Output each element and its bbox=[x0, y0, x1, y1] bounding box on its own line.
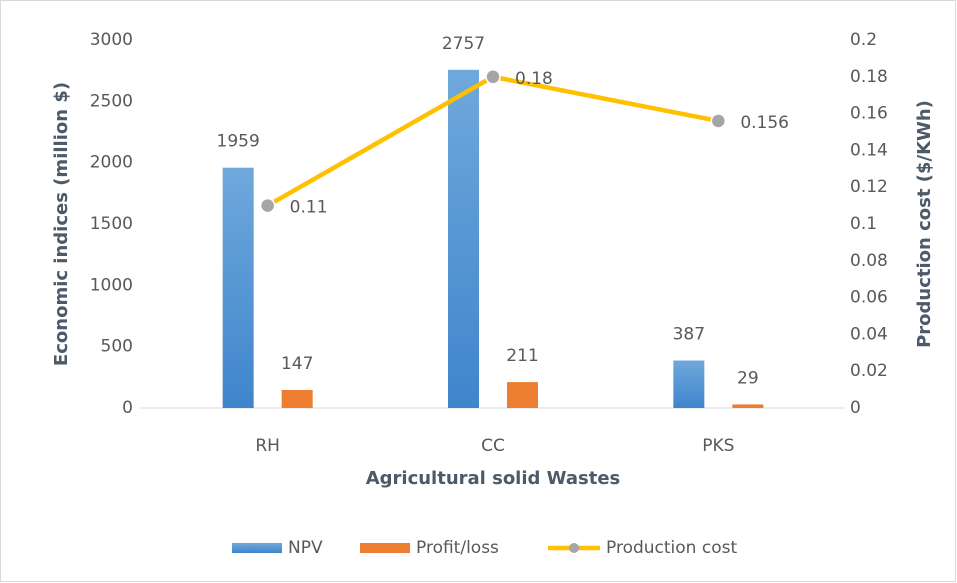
data-label: 29 bbox=[737, 368, 759, 388]
bar bbox=[732, 404, 764, 408]
data-label: 387 bbox=[673, 325, 705, 345]
line-marker bbox=[259, 197, 276, 214]
y2-tick-label: 0.12 bbox=[850, 177, 888, 197]
data-label: 0.11 bbox=[290, 198, 328, 218]
legend-label: Production cost bbox=[606, 538, 737, 558]
data-label: 0.18 bbox=[515, 69, 553, 89]
legend-label: Profit/loss bbox=[416, 538, 499, 558]
y-tick-label: 2500 bbox=[90, 91, 133, 111]
y2-tick-label: 0.08 bbox=[850, 251, 888, 271]
data-label: 211 bbox=[506, 346, 538, 366]
data-label: 2757 bbox=[442, 34, 485, 54]
y2-axis-title: Production cost ($/KWh) bbox=[914, 100, 935, 348]
x-tick-label: PKS bbox=[702, 436, 734, 456]
bar bbox=[448, 69, 479, 409]
x-tick-label: RH bbox=[255, 436, 280, 456]
y2-tick-label: 0.1 bbox=[850, 214, 877, 234]
y-axis-title: Economic indices (million $) bbox=[51, 82, 72, 366]
bar bbox=[222, 167, 254, 408]
data-label: 0.156 bbox=[740, 113, 789, 133]
legend-marker bbox=[569, 543, 579, 553]
data-label: 147 bbox=[281, 354, 313, 374]
line-marker bbox=[485, 69, 501, 85]
legend-swatch bbox=[360, 543, 410, 553]
y2-tick-label: 0.2 bbox=[850, 30, 877, 50]
bar bbox=[507, 382, 538, 408]
y2-tick-label: 0.14 bbox=[850, 140, 888, 160]
y-tick-label: 2000 bbox=[90, 153, 133, 173]
y-tick-label: 1500 bbox=[90, 214, 133, 234]
y-tick-label: 500 bbox=[101, 337, 133, 357]
x-axis-title: Agricultural solid Wastes bbox=[366, 468, 621, 489]
y2-tick-label: 0.16 bbox=[850, 104, 888, 124]
line-marker bbox=[710, 113, 727, 129]
legend-swatch bbox=[232, 543, 282, 553]
y-tick-label: 0 bbox=[122, 398, 133, 418]
y2-tick-label: 0.06 bbox=[850, 288, 888, 308]
y2-tick-label: 0.18 bbox=[850, 67, 888, 87]
y-tick-label: 1000 bbox=[90, 275, 133, 295]
legend-label: NPV bbox=[288, 538, 323, 558]
bar bbox=[281, 389, 313, 408]
y2-tick-label: 0 bbox=[850, 398, 861, 418]
y2-tick-label: 0.02 bbox=[850, 361, 888, 381]
data-label: 1959 bbox=[217, 132, 260, 152]
x-tick-label: CC bbox=[481, 436, 505, 456]
y2-tick-label: 0.04 bbox=[850, 324, 888, 344]
bar bbox=[673, 360, 705, 408]
y-tick-label: 3000 bbox=[90, 30, 133, 50]
